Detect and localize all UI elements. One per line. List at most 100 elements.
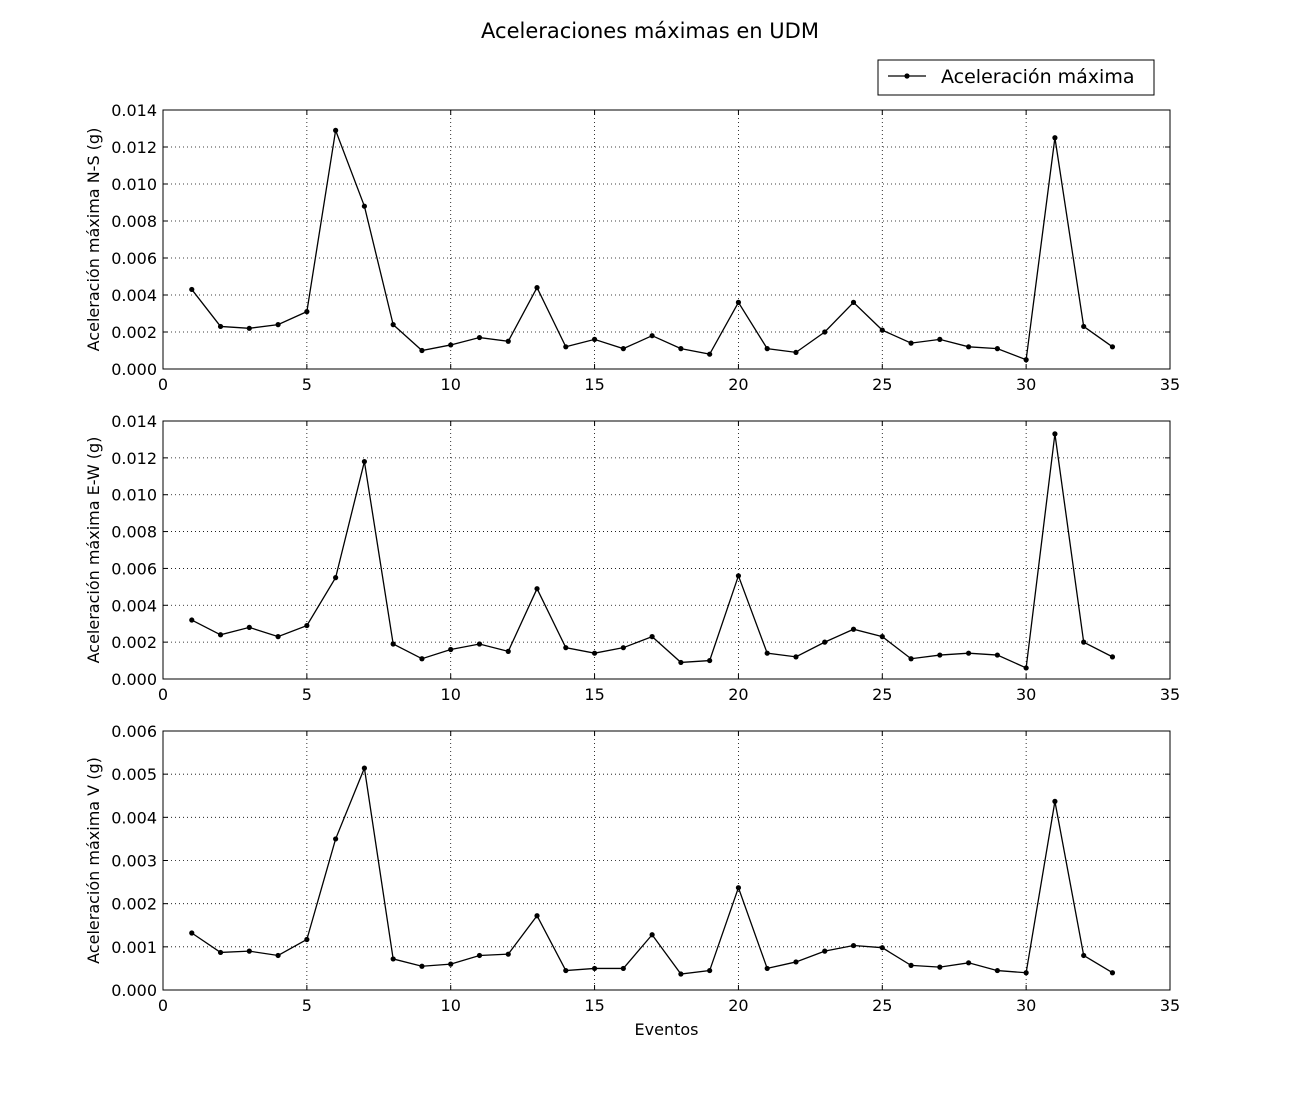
data-point-ns-12 <box>505 338 511 344</box>
xtick-label-ew-1: 5 <box>302 685 312 704</box>
data-point-ew-22 <box>793 654 799 660</box>
data-point-ew-33 <box>1109 654 1116 660</box>
subplots: 0 5 10 15 20 25 30 35 0.000 0.002 0.004 0.006 0.008 0… <box>84 101 1180 1039</box>
data-point-ns-1 <box>189 286 195 293</box>
data-point-ns-20 <box>735 299 742 305</box>
data-point-ns-16 <box>620 346 626 352</box>
data-point-ew-26 <box>908 656 914 662</box>
axes-frame-ew <box>162 420 1171 680</box>
ytick-label-ns-7: 0.014 <box>111 101 157 120</box>
ytick-label-ew-0: 0.000 <box>111 670 157 689</box>
ytick-label-ns-5: 0.010 <box>111 175 157 194</box>
axes-frame-v <box>162 730 1171 991</box>
data-point-v-33 <box>1109 970 1116 976</box>
data-point-ew-11 <box>476 641 483 647</box>
data-point-v-30 <box>1023 970 1029 976</box>
figure-title: Aceleraciones máximas en UDM <box>481 19 819 43</box>
data-point-ew-29 <box>994 652 1000 658</box>
data-point-ew-19 <box>707 657 713 664</box>
data-point-ns-7 <box>361 203 367 209</box>
data-point-v-23 <box>822 948 828 954</box>
legend-point-marker <box>904 73 910 79</box>
data-point-ns-29 <box>994 346 1000 352</box>
data-point-ns-3 <box>246 325 252 331</box>
data-point-v-15 <box>591 965 598 972</box>
xtick-label-ns-2: 10 <box>441 375 461 394</box>
xtick-label-ns-5: 25 <box>872 375 892 394</box>
data-point-v-19 <box>707 967 713 974</box>
data-point-ew-23 <box>822 639 828 645</box>
data-point-v-6 <box>333 836 339 842</box>
data-point-ew-9 <box>419 656 425 662</box>
xtick-label-ns-1: 5 <box>302 375 312 394</box>
data-point-ns-13 <box>534 285 540 291</box>
data-point-ns-26 <box>908 340 914 346</box>
data-point-ns-8 <box>390 322 396 328</box>
ytick-label-ew-5: 0.010 <box>111 486 157 505</box>
data-point-v-18 <box>678 971 684 977</box>
data-point-ew-5 <box>304 622 310 629</box>
xtick-label-ns-3: 15 <box>584 375 604 394</box>
series-line-ew-0 <box>191 433 1113 669</box>
data-point-v-31 <box>1052 798 1058 804</box>
data-point-v-4 <box>275 952 281 959</box>
xtick-label-ew-0: 0 <box>158 685 168 704</box>
data-point-ew-20 <box>735 573 742 579</box>
data-point-ns-9 <box>419 347 425 354</box>
data-point-v-9 <box>419 963 425 969</box>
xtick-label-ns-6: 30 <box>1016 375 1036 394</box>
data-point-v-7 <box>361 765 367 771</box>
data-point-v-20 <box>735 885 742 891</box>
ytick-label-v-4: 0.004 <box>111 808 157 827</box>
data-point-v-17 <box>649 932 655 938</box>
data-point-ns-33 <box>1109 344 1116 350</box>
xtick-label-v-0: 0 <box>158 996 168 1015</box>
data-point-v-2 <box>217 949 224 956</box>
data-point-ew-18 <box>678 659 684 666</box>
data-point-ew-8 <box>390 641 396 647</box>
xtick-label-ew-5: 25 <box>872 685 892 704</box>
ylabel-ew: Aceleración máxima E-W (g) <box>84 437 103 664</box>
data-point-v-26 <box>908 962 914 968</box>
data-point-v-24 <box>850 942 857 949</box>
subplot-v: 0 5 10 15 20 25 30 35 0.000 0.001 0.002 0.003 0.004 0… <box>84 722 1180 1039</box>
ytick-label-v-6: 0.006 <box>111 722 157 741</box>
ytick-label-ns-1: 0.002 <box>111 323 157 342</box>
data-point-v-29 <box>994 967 1000 974</box>
series-line-ns-0 <box>191 127 1113 361</box>
xtick-label-v-4: 20 <box>728 996 748 1015</box>
xtick-label-v-5: 25 <box>872 996 892 1015</box>
data-point-ns-30 <box>1023 357 1029 363</box>
data-point-v-5 <box>304 936 310 943</box>
ylabel-v: Aceleración máxima V (g) <box>84 757 103 964</box>
ytick-label-ns-2: 0.004 <box>111 286 157 305</box>
ytick-label-v-2: 0.002 <box>111 895 157 914</box>
data-point-ns-19 <box>707 351 713 357</box>
xtick-label-ns-4: 20 <box>728 375 748 394</box>
ytick-label-v-5: 0.005 <box>111 765 157 784</box>
xtick-label-ew-7: 35 <box>1160 685 1180 704</box>
data-point-ew-16 <box>620 645 626 651</box>
data-point-v-3 <box>246 948 252 954</box>
axes-frame-ns <box>162 109 1171 370</box>
data-point-ew-21 <box>764 650 770 656</box>
data-point-ns-17 <box>649 333 655 339</box>
series-line-v-0 <box>191 765 1113 975</box>
data-point-ew-2 <box>217 632 224 638</box>
xtick-label-v-2: 10 <box>441 996 461 1015</box>
data-point-ew-24 <box>850 626 857 632</box>
subplot-ew: 0 5 10 15 20 25 30 35 0.000 0.002 0.004 0.006 0.008 0… <box>84 412 1180 704</box>
legend-box <box>877 59 1155 96</box>
xtick-label-ew-2: 10 <box>441 685 461 704</box>
subplot-ns: 0 5 10 15 20 25 30 35 0.000 0.002 0.004 0.006 0.008 0… <box>84 101 1180 394</box>
xtick-label-v-1: 5 <box>302 996 312 1015</box>
data-point-ew-6 <box>333 575 339 581</box>
data-point-v-25 <box>879 945 885 951</box>
data-point-v-8 <box>390 956 396 962</box>
data-point-v-16 <box>620 965 626 972</box>
data-point-ew-14 <box>563 645 569 651</box>
ytick-label-ew-6: 0.012 <box>111 449 157 468</box>
data-point-ns-24 <box>850 299 857 305</box>
data-point-ew-13 <box>534 586 540 592</box>
